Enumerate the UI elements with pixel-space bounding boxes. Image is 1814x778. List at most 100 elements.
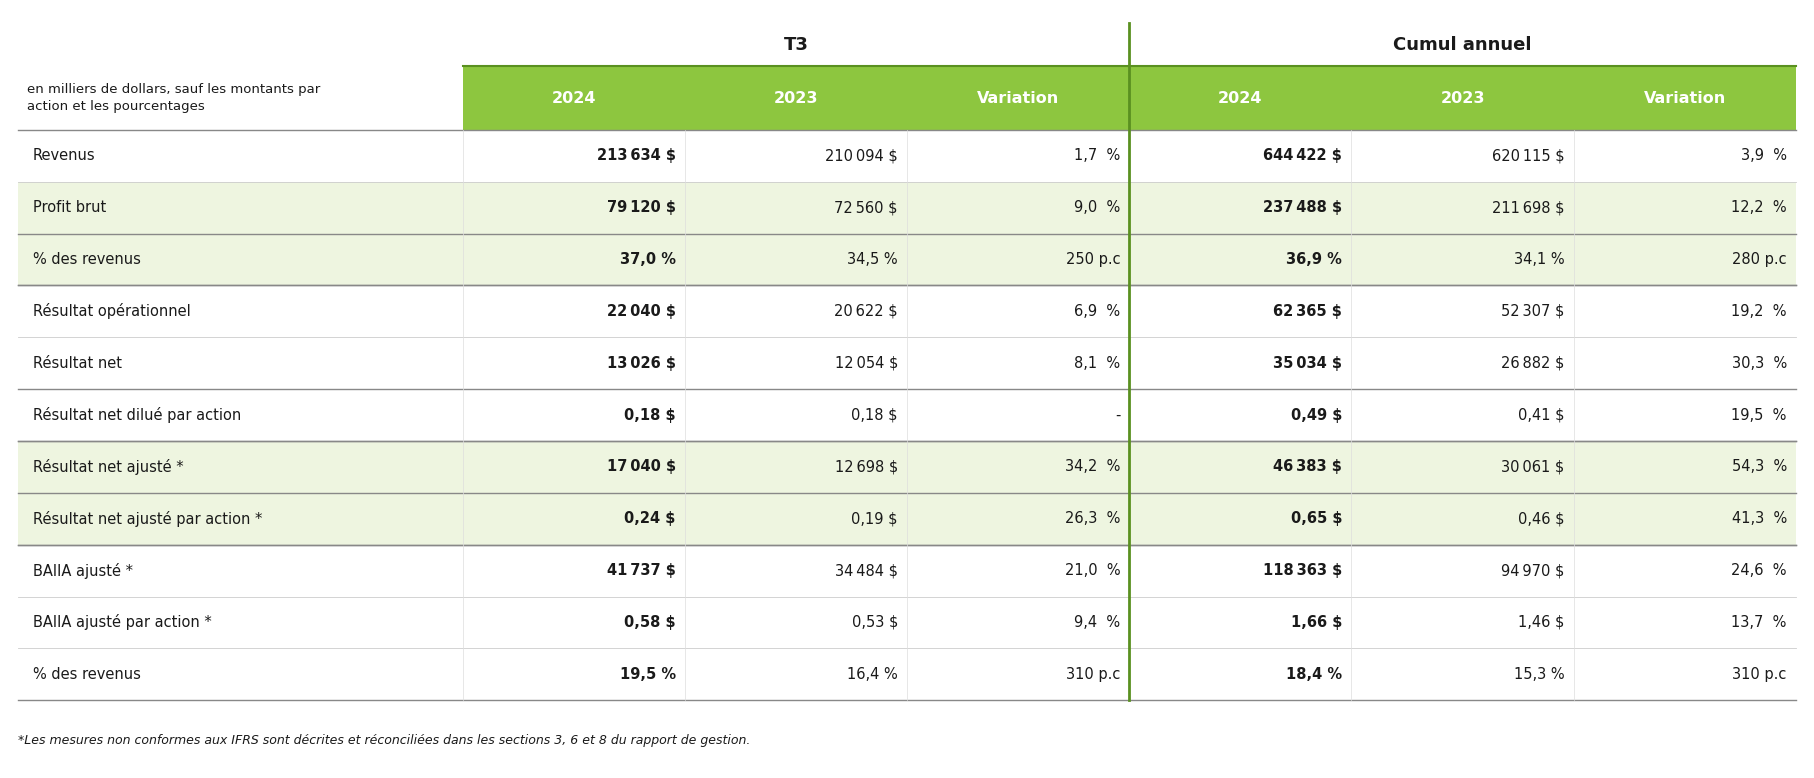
Text: Revenus: Revenus [33, 149, 96, 163]
Bar [686, 66, 907, 130]
Text: 12,2  %: 12,2 % [1731, 200, 1787, 216]
Bar [18, 182, 1796, 233]
Text: 211 698 $: 211 698 $ [1493, 200, 1564, 216]
Text: 41 737 $: 41 737 $ [608, 563, 675, 578]
Bar [18, 597, 1796, 648]
Text: 37,0 %: 37,0 % [620, 252, 675, 267]
Text: 21,0  %: 21,0 % [1065, 563, 1121, 578]
Text: 0,58 $: 0,58 $ [624, 615, 675, 630]
Text: 1,7  %: 1,7 % [1074, 149, 1121, 163]
Text: BAIIA ajusté *: BAIIA ajusté * [33, 562, 132, 579]
Text: 13,7  %: 13,7 % [1731, 615, 1787, 630]
Bar [463, 66, 684, 130]
Text: 0,18 $: 0,18 $ [851, 408, 898, 422]
Bar [18, 66, 463, 130]
Text: 0,65 $: 0,65 $ [1292, 511, 1342, 526]
Text: 2024: 2024 [1217, 90, 1263, 106]
Text: 62 365 $: 62 365 $ [1273, 304, 1342, 319]
Text: 310 p.c: 310 p.c [1067, 667, 1121, 682]
Text: 0,41 $: 0,41 $ [1518, 408, 1564, 422]
Bar [18, 233, 1796, 286]
Bar [463, 23, 1128, 66]
Text: 6,9  %: 6,9 % [1074, 304, 1121, 319]
Text: en milliers de dollars, sauf les montants par
action et les pourcentages: en milliers de dollars, sauf les montant… [27, 83, 321, 113]
Text: 52 307 $: 52 307 $ [1502, 304, 1564, 319]
Text: 34 484 $: 34 484 $ [834, 563, 898, 578]
Bar [18, 23, 463, 66]
Text: % des revenus: % des revenus [33, 667, 140, 682]
Text: Profit brut: Profit brut [33, 200, 105, 216]
Text: 41,3  %: 41,3 % [1732, 511, 1787, 526]
Text: BAIIA ajusté par action *: BAIIA ajusté par action * [33, 615, 212, 630]
Text: 0,24 $: 0,24 $ [624, 511, 675, 526]
Bar [18, 338, 1796, 389]
Text: 36,9 %: 36,9 % [1286, 252, 1342, 267]
Text: 19,5 %: 19,5 % [620, 667, 675, 682]
Text: 310 p.c: 310 p.c [1732, 667, 1787, 682]
Text: Résultat net ajusté par action *: Résultat net ajusté par action * [33, 510, 261, 527]
Text: 19,2  %: 19,2 % [1731, 304, 1787, 319]
Text: 250 p.c: 250 p.c [1065, 252, 1121, 267]
Text: Résultat net dilué par action: Résultat net dilué par action [33, 407, 241, 423]
Bar [1128, 66, 1351, 130]
Text: 26 882 $: 26 882 $ [1502, 356, 1564, 371]
Text: 0,19 $: 0,19 $ [851, 511, 898, 526]
Text: 1,46 $: 1,46 $ [1518, 615, 1564, 630]
Bar [1575, 66, 1796, 130]
Text: 2023: 2023 [1440, 90, 1486, 106]
Text: 8,1  %: 8,1 % [1074, 356, 1121, 371]
Text: 35 034 $: 35 034 $ [1273, 356, 1342, 371]
Text: 17 040 $: 17 040 $ [606, 459, 675, 475]
Text: 213 634 $: 213 634 $ [597, 149, 675, 163]
Text: 3,9  %: 3,9 % [1741, 149, 1787, 163]
Text: Variation: Variation [1643, 90, 1725, 106]
Text: 0,46 $: 0,46 $ [1518, 511, 1564, 526]
Text: 19,5  %: 19,5 % [1731, 408, 1787, 422]
Text: 34,5 %: 34,5 % [847, 252, 898, 267]
Text: 0,18 $: 0,18 $ [624, 408, 675, 422]
Text: 24,6  %: 24,6 % [1731, 563, 1787, 578]
Text: 620 115 $: 620 115 $ [1491, 149, 1564, 163]
Text: 2023: 2023 [773, 90, 818, 106]
Text: *Les mesures non conformes aux IFRS sont décrites et réconciliées dans les secti: *Les mesures non conformes aux IFRS sont… [18, 734, 751, 747]
Text: 18,4 %: 18,4 % [1286, 667, 1342, 682]
Text: 72 560 $: 72 560 $ [834, 200, 898, 216]
Text: 20 622 $: 20 622 $ [834, 304, 898, 319]
Text: 54,3  %: 54,3 % [1732, 459, 1787, 475]
Bar [907, 66, 1128, 130]
Text: -: - [1116, 408, 1121, 422]
Bar [1128, 23, 1796, 66]
Text: 34,1 %: 34,1 % [1515, 252, 1564, 267]
Text: 34,2  %: 34,2 % [1065, 459, 1121, 475]
Bar [18, 389, 1796, 441]
Text: Résultat net: Résultat net [33, 356, 122, 371]
Text: 9,0  %: 9,0 % [1074, 200, 1121, 216]
Text: T3: T3 [784, 36, 809, 54]
Bar [1351, 66, 1575, 130]
Text: 16,4 %: 16,4 % [847, 667, 898, 682]
Text: 280 p.c: 280 p.c [1732, 252, 1787, 267]
Text: 26,3  %: 26,3 % [1065, 511, 1121, 526]
Text: 22 040 $: 22 040 $ [606, 304, 675, 319]
Text: 13 026 $: 13 026 $ [606, 356, 675, 371]
Text: 644 422 $: 644 422 $ [1264, 149, 1342, 163]
Bar [18, 441, 1796, 492]
Text: 79 120 $: 79 120 $ [606, 200, 675, 216]
Bar [18, 492, 1796, 545]
Bar [18, 648, 1796, 700]
Text: 12 054 $: 12 054 $ [834, 356, 898, 371]
Text: Variation: Variation [978, 90, 1059, 106]
Text: Cumul annuel: Cumul annuel [1393, 36, 1531, 54]
Text: 118 363 $: 118 363 $ [1263, 563, 1342, 578]
Text: 2024: 2024 [551, 90, 597, 106]
Text: Résultat opérationnel: Résultat opérationnel [33, 303, 190, 320]
Text: % des revenus: % des revenus [33, 252, 140, 267]
Text: 30 061 $: 30 061 $ [1502, 459, 1564, 475]
Text: 1,66 $: 1,66 $ [1292, 615, 1342, 630]
Bar [18, 130, 1796, 182]
Text: 0,49 $: 0,49 $ [1292, 408, 1342, 422]
Text: 9,4  %: 9,4 % [1074, 615, 1121, 630]
Bar [18, 286, 1796, 338]
Text: 210 094 $: 210 094 $ [825, 149, 898, 163]
Text: 237 488 $: 237 488 $ [1263, 200, 1342, 216]
